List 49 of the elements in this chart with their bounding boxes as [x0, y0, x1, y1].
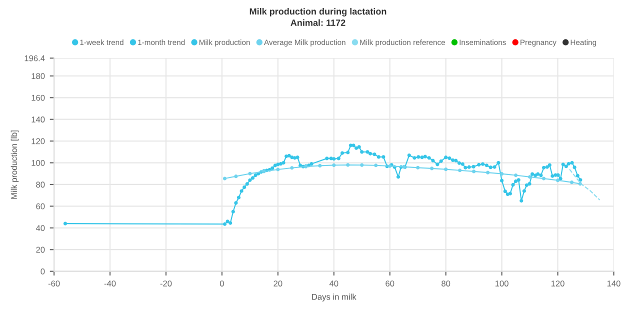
point [458, 168, 462, 172]
point [500, 172, 504, 176]
x-tick-label: 100 [495, 280, 508, 286]
point [556, 178, 560, 182]
x-tick-label: -60 [48, 280, 60, 286]
point [360, 163, 364, 167]
x-tick-label: 0 [220, 280, 224, 286]
point [290, 166, 294, 170]
point [332, 163, 336, 167]
point [430, 166, 434, 170]
chart-subtitle: Animal: 1172 [290, 19, 346, 26]
point [444, 167, 448, 172]
point [514, 173, 518, 178]
y-tick-label: 120 [32, 138, 45, 144]
point [234, 174, 238, 178]
point [528, 175, 532, 179]
y-tick-label: 0 [40, 268, 45, 274]
x-tick-label: 60 [386, 280, 394, 286]
x-axis-title: Days in milk [312, 294, 356, 302]
point [416, 166, 420, 170]
point [346, 163, 350, 167]
point [486, 170, 490, 174]
y-tick-label: 180 [32, 73, 45, 80]
line-series [568, 168, 600, 201]
x-tick-label: -20 [160, 280, 172, 286]
point [570, 180, 574, 184]
y-tick-label: 100 [32, 160, 45, 166]
point [542, 176, 546, 180]
y-tick-label: 60 [36, 203, 45, 210]
x-tick-label: 80 [442, 280, 450, 286]
x-tick-label: -40 [104, 280, 116, 286]
x-tick-label: 120 [551, 280, 564, 286]
point [472, 170, 476, 174]
x-tick-label: 140 [607, 280, 620, 286]
point [318, 164, 322, 168]
x-tick-label: 20 [274, 280, 282, 286]
x-tick-label: 40 [329, 280, 338, 286]
y-tick-label: 40 [36, 225, 45, 232]
point [374, 164, 378, 168]
y-tick-label: 20 [36, 246, 45, 253]
point [276, 168, 280, 172]
y-axis-title: Milk production [lb] [10, 130, 19, 199]
y-tick-label: 160 [32, 94, 45, 101]
point [222, 176, 227, 180]
y-tick-label: 196.4 [24, 55, 45, 62]
y-tick-label: 140 [32, 116, 45, 122]
point [248, 172, 252, 176]
y-tick-label: 80 [36, 182, 45, 188]
chart-title: Milk production during lactation [250, 8, 386, 16]
